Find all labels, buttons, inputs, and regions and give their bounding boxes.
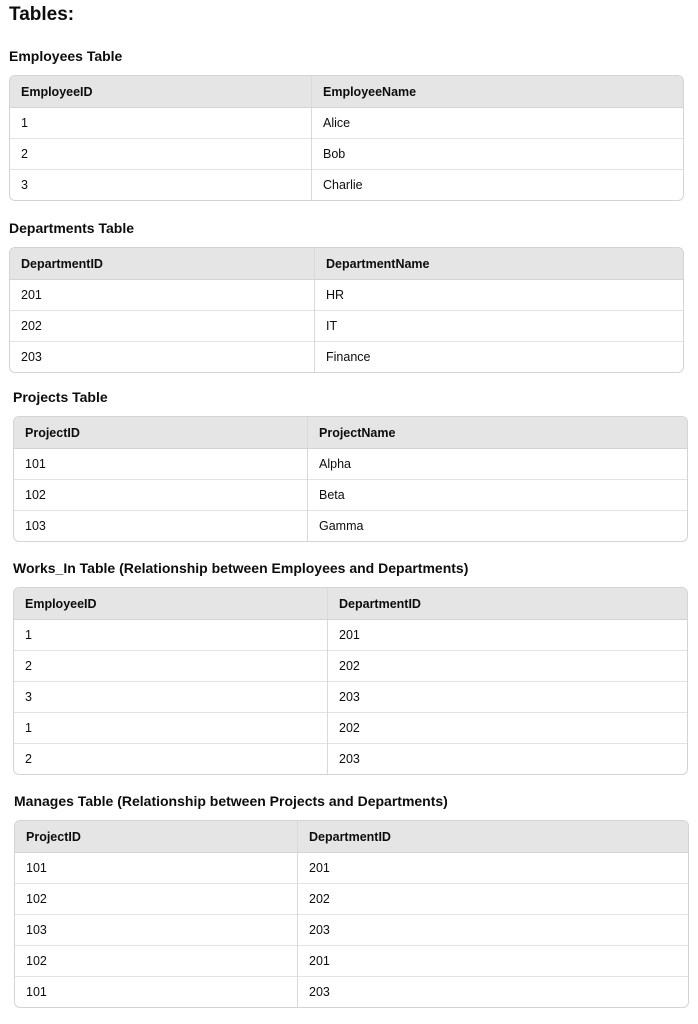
table-cell: 102 — [14, 479, 308, 511]
table-header-row: ProjectID DepartmentID — [15, 821, 688, 853]
table-heading: Departments Table — [9, 220, 134, 236]
table-cell: Bob — [311, 138, 683, 170]
table-cell: 203 — [297, 976, 688, 1007]
table-row: 202 IT — [10, 310, 683, 342]
table-cell: 1 — [21, 116, 28, 130]
table-section: Departments Table DepartmentID DepartmentN… — [9, 219, 684, 373]
table-cell: 1 — [14, 712, 328, 744]
table-cell: IT — [314, 310, 683, 342]
table-row: 1 201 — [14, 619, 687, 651]
table-cell: Charlie — [311, 169, 683, 200]
table-cell: 1 — [25, 628, 32, 642]
table-row: 103 203 — [15, 914, 688, 946]
table-cell: 2 — [14, 650, 328, 682]
table-row: 102 202 — [15, 883, 688, 915]
table-cell: 202 — [327, 650, 687, 682]
table-heading: Projects Table — [13, 389, 108, 405]
table-cell: 101 — [25, 457, 46, 471]
table-cell: Alpha — [307, 448, 687, 480]
table-row: 3 203 — [14, 681, 687, 713]
column-header: EmployeeName — [311, 76, 683, 108]
data-table: EmployeeID EmployeeName 1 Alice 2 Bob 3 Charlie — [9, 75, 684, 201]
table-cell: 103 — [15, 914, 298, 946]
column-header: ProjectID — [14, 417, 308, 449]
column-header: EmployeeID — [14, 588, 328, 620]
table-cell: 103 — [14, 510, 308, 541]
table-cell: 201 — [297, 945, 688, 977]
table-cell: HR — [314, 279, 683, 311]
page-title: Tables: — [9, 4, 75, 25]
table-row: 102 Beta — [14, 479, 687, 511]
table-cell: 201 — [21, 288, 42, 302]
table-cell: 202 — [327, 712, 687, 744]
table-cell: 2 — [14, 743, 328, 774]
table-cell: Alice — [311, 107, 683, 139]
column-header: ProjectID — [15, 821, 298, 853]
table-heading: Works_In Table (Relationship between Emp… — [13, 560, 469, 576]
table-cell: Beta — [307, 479, 687, 511]
table-header-row: DepartmentID DepartmentName — [10, 248, 683, 280]
table-section: Works_In Table (Relationship between Emp… — [13, 559, 688, 775]
column-header: DepartmentName — [314, 248, 683, 280]
column-header: DepartmentID — [327, 588, 687, 620]
table-row: 103 Gamma — [14, 510, 687, 541]
table-cell: 2 — [10, 138, 312, 170]
table-row: 101 Alpha — [14, 448, 687, 480]
table-row: 1 202 — [14, 712, 687, 744]
table-cell: 3 — [14, 681, 328, 713]
table-cell: 3 — [10, 169, 312, 200]
table-section: Manages Table (Relationship between Proj… — [14, 792, 689, 1008]
table-row: 2 203 — [14, 743, 687, 774]
table-cell: 203 — [327, 681, 687, 713]
table-cell: 203 — [10, 341, 315, 372]
table-row: 101 201 — [15, 852, 688, 884]
table-cell: 102 — [15, 883, 298, 915]
table-row: 2 Bob — [10, 138, 683, 170]
table-row: 102 201 — [15, 945, 688, 977]
data-table: EmployeeID DepartmentID 1 201 2 202 3 203 1 202 2 2… — [13, 587, 688, 775]
data-table: ProjectID ProjectName 101 Alpha 102 Beta 103 Ga… — [13, 416, 688, 542]
table-row: 1 Alice — [10, 107, 683, 139]
table-header-row: EmployeeID DepartmentID — [14, 588, 687, 620]
table-cell: 202 — [10, 310, 315, 342]
table-cell: Finance — [314, 341, 683, 372]
table-cell: 202 — [297, 883, 688, 915]
table-cell: 201 — [297, 852, 688, 884]
table-cell: 102 — [15, 945, 298, 977]
table-cell: 101 — [15, 976, 298, 1007]
table-section: Projects Table ProjectID ProjectName 101 Alp… — [13, 388, 688, 542]
data-table: ProjectID DepartmentID 101 201 102 202 103 203 1… — [14, 820, 689, 1008]
table-section: Employees Table EmployeeID EmployeeName 1 Al… — [9, 47, 684, 201]
column-header: EmployeeID — [10, 76, 312, 108]
table-cell: 101 — [26, 861, 47, 875]
column-header: DepartmentID — [297, 821, 688, 853]
table-row: 203 Finance — [10, 341, 683, 372]
column-header: DepartmentID — [10, 248, 315, 280]
table-cell: 201 — [327, 619, 687, 651]
table-cell: 203 — [297, 914, 688, 946]
data-table: DepartmentID DepartmentName 201 HR 202 IT 203 F… — [9, 247, 684, 373]
table-cell: Gamma — [307, 510, 687, 541]
table-heading: Manages Table (Relationship between Proj… — [14, 793, 448, 809]
column-header: ProjectName — [307, 417, 687, 449]
table-header-row: EmployeeID EmployeeName — [10, 76, 683, 108]
table-row: 101 203 — [15, 976, 688, 1007]
table-row: 3 Charlie — [10, 169, 683, 200]
table-cell: 203 — [327, 743, 687, 774]
table-heading: Employees Table — [9, 48, 123, 64]
table-row: 201 HR — [10, 279, 683, 311]
table-row: 2 202 — [14, 650, 687, 682]
table-header-row: ProjectID ProjectName — [14, 417, 687, 449]
